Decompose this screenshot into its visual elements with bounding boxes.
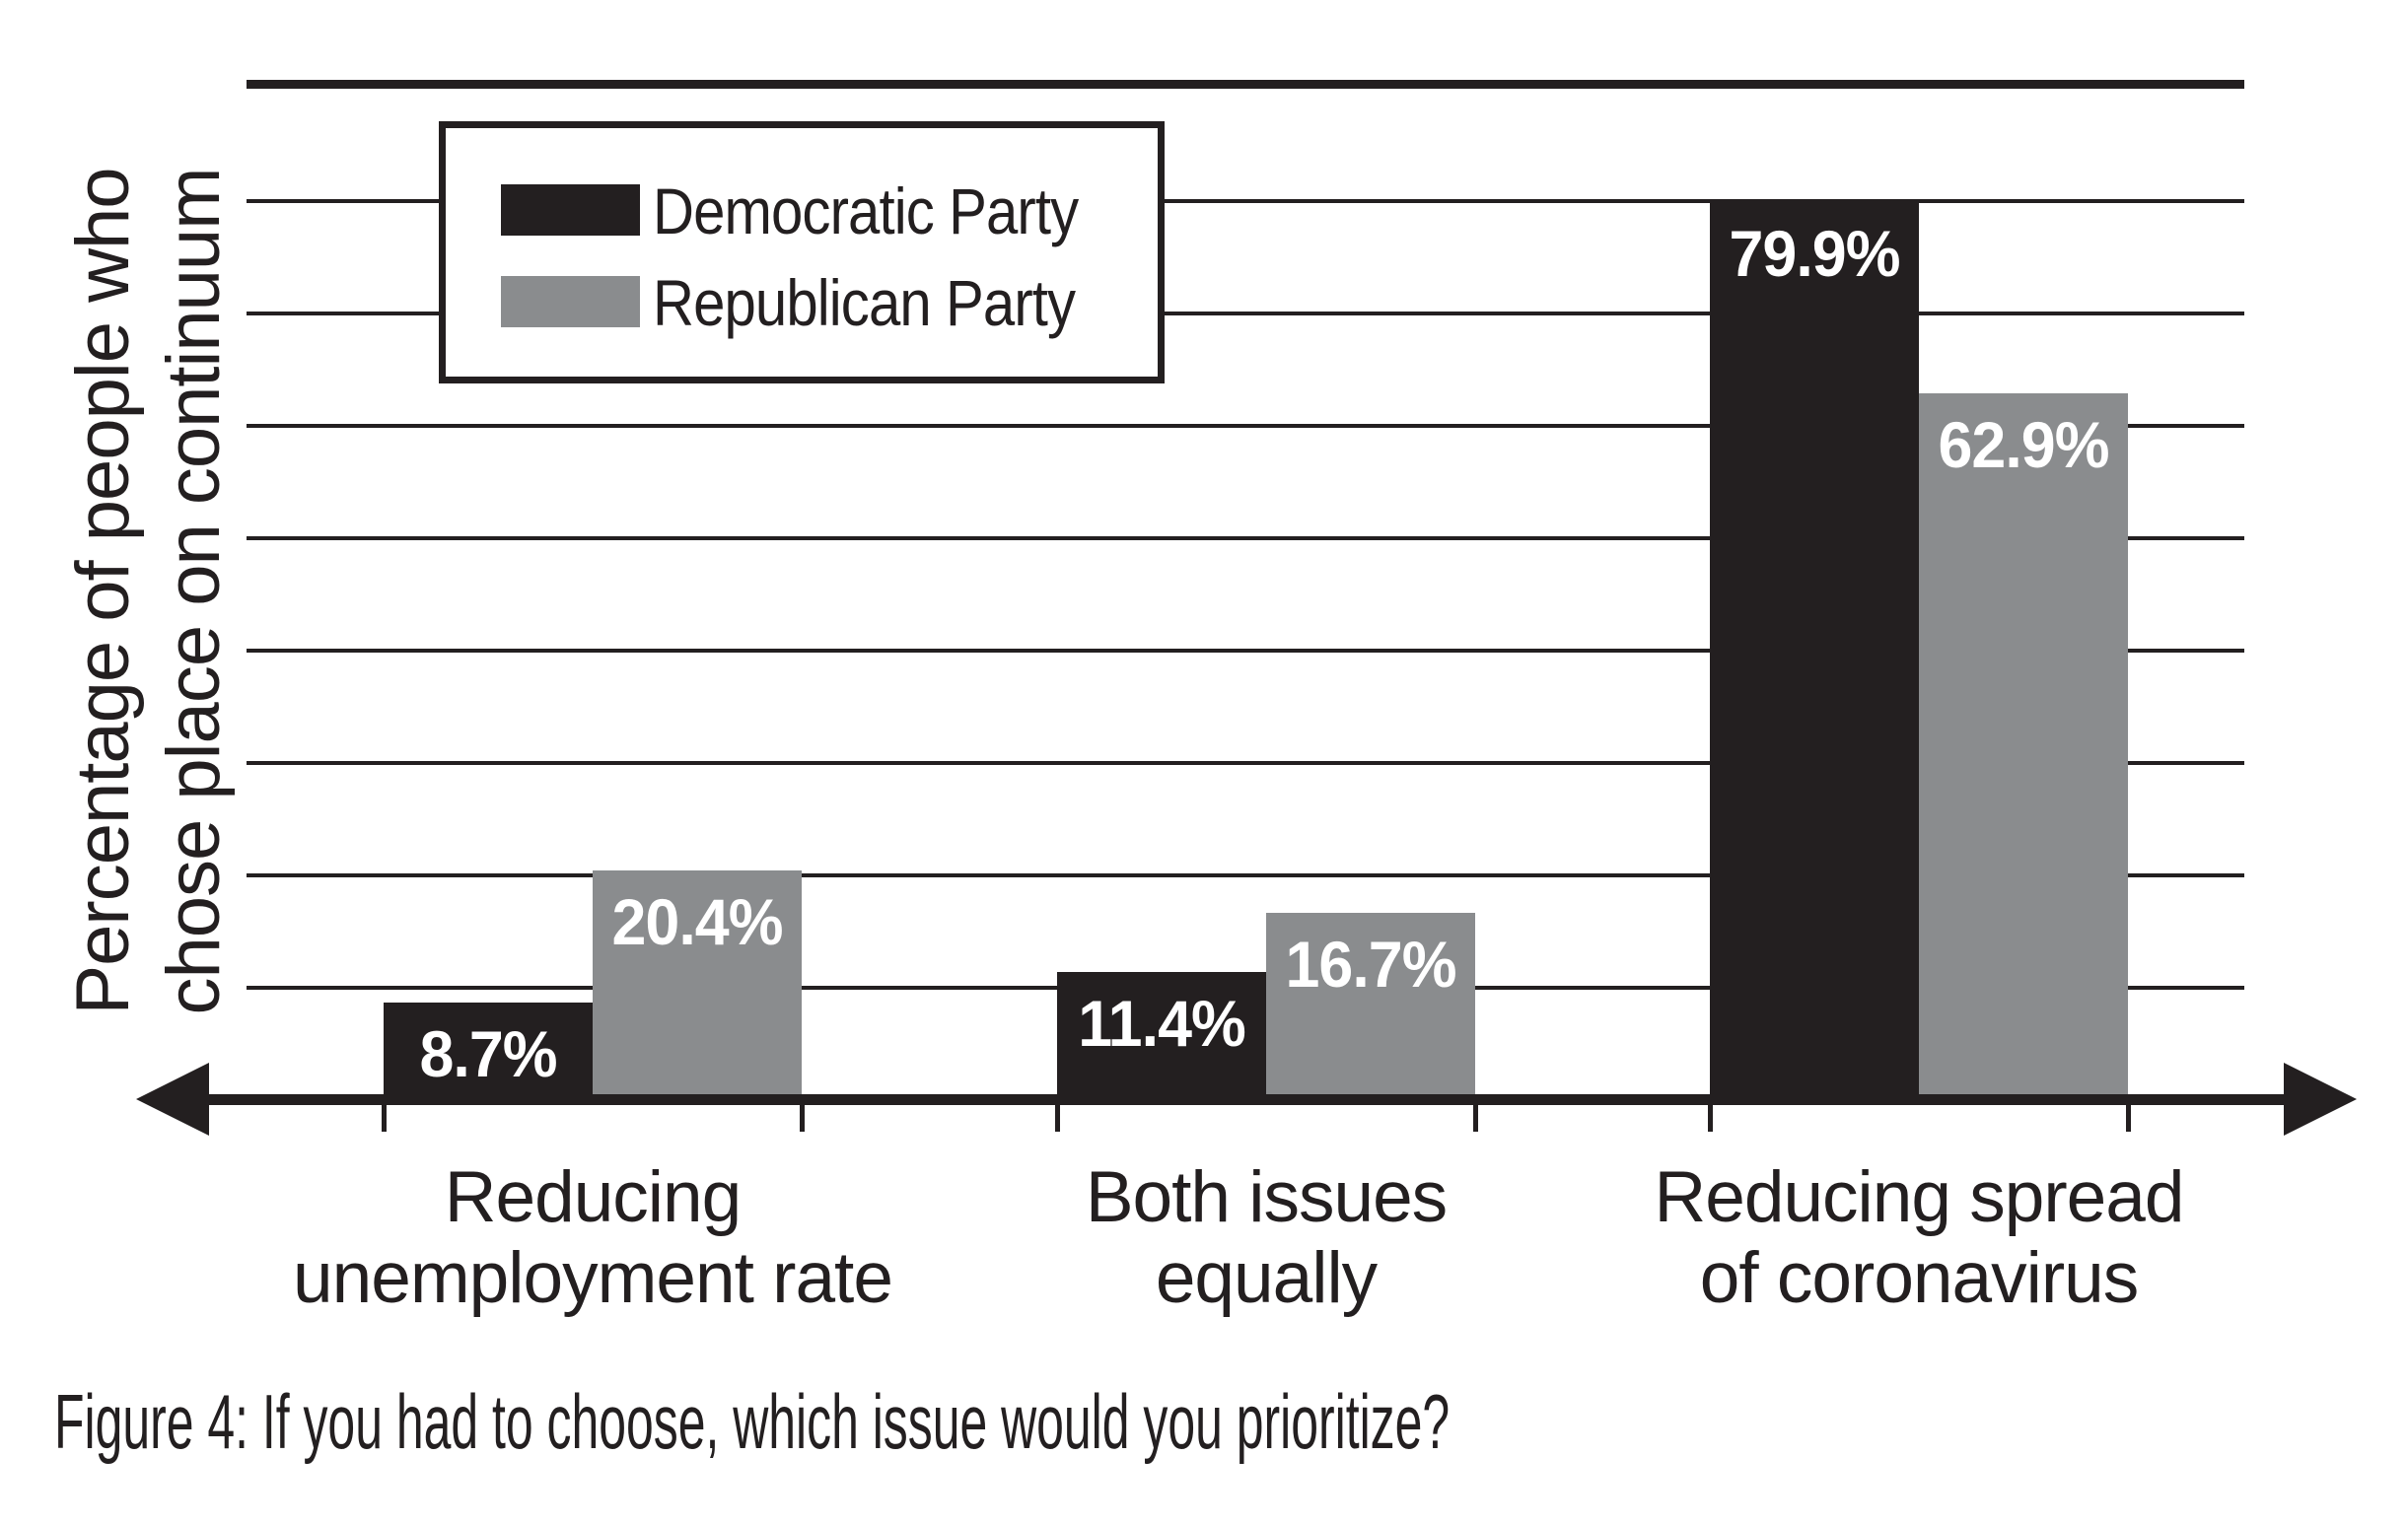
y-axis-label: Percentage of people who chose place on … bbox=[61, 168, 236, 1015]
bar-value-label: 79.9% bbox=[1729, 217, 1900, 290]
legend-swatch-republican-party bbox=[501, 276, 640, 327]
gridline bbox=[247, 873, 2244, 877]
legend: Democratic Party Republican Party bbox=[439, 121, 1165, 383]
category-label: Reducing unemployment rate bbox=[293, 1157, 893, 1318]
figure-caption: Figure 4: If you had to choose, which is… bbox=[54, 1378, 2234, 1465]
plot-area: 8.7% 20.4% 11.4% 16.7% 79.9% 62.9% bbox=[247, 80, 2244, 1100]
category-label: Both issues equally bbox=[1085, 1157, 1448, 1318]
bar-value-label: 11.4% bbox=[1078, 987, 1246, 1060]
legend-swatch-democratic-party bbox=[501, 184, 640, 236]
bar-democratic-party: 11.4% bbox=[1057, 972, 1266, 1100]
bar-value-label: 62.9% bbox=[1938, 408, 2109, 481]
x-axis-tick bbox=[382, 1105, 387, 1132]
x-axis-tick bbox=[1473, 1105, 1478, 1132]
gridline bbox=[247, 761, 2244, 765]
legend-label-republican-party: Republican Party bbox=[653, 266, 1076, 339]
x-axis-tick bbox=[1708, 1105, 1713, 1132]
bar-democratic-party: 79.9% bbox=[1710, 202, 1919, 1100]
x-axis-arrow-right-icon bbox=[2284, 1063, 2357, 1136]
x-axis-tick bbox=[1055, 1105, 1060, 1132]
bar-republican-party: 16.7% bbox=[1266, 913, 1475, 1100]
legend-label-democratic-party: Democratic Party bbox=[653, 174, 1079, 247]
gridline bbox=[247, 649, 2244, 653]
figure-caption-text: Figure 4: If you had to choose, which is… bbox=[54, 1378, 1451, 1465]
bar-republican-party: 20.4% bbox=[593, 870, 802, 1100]
x-axis-tick bbox=[2126, 1105, 2131, 1132]
bar-value-label: 16.7% bbox=[1285, 928, 1456, 1001]
x-axis-arrow-left-icon bbox=[136, 1063, 209, 1136]
gridline bbox=[247, 199, 2244, 203]
bar-democratic-party: 8.7% bbox=[384, 1003, 593, 1100]
x-axis-line bbox=[202, 1094, 2293, 1105]
gridline bbox=[247, 424, 2244, 428]
bar-value-label: 20.4% bbox=[611, 885, 783, 958]
gridline bbox=[247, 536, 2244, 540]
category-label: Reducing spread of coronavirus bbox=[1654, 1157, 2185, 1318]
x-axis-tick bbox=[800, 1105, 805, 1132]
gridline bbox=[247, 312, 2244, 315]
bar-republican-party: 62.9% bbox=[1919, 393, 2128, 1100]
bar-value-label: 8.7% bbox=[419, 1017, 557, 1090]
